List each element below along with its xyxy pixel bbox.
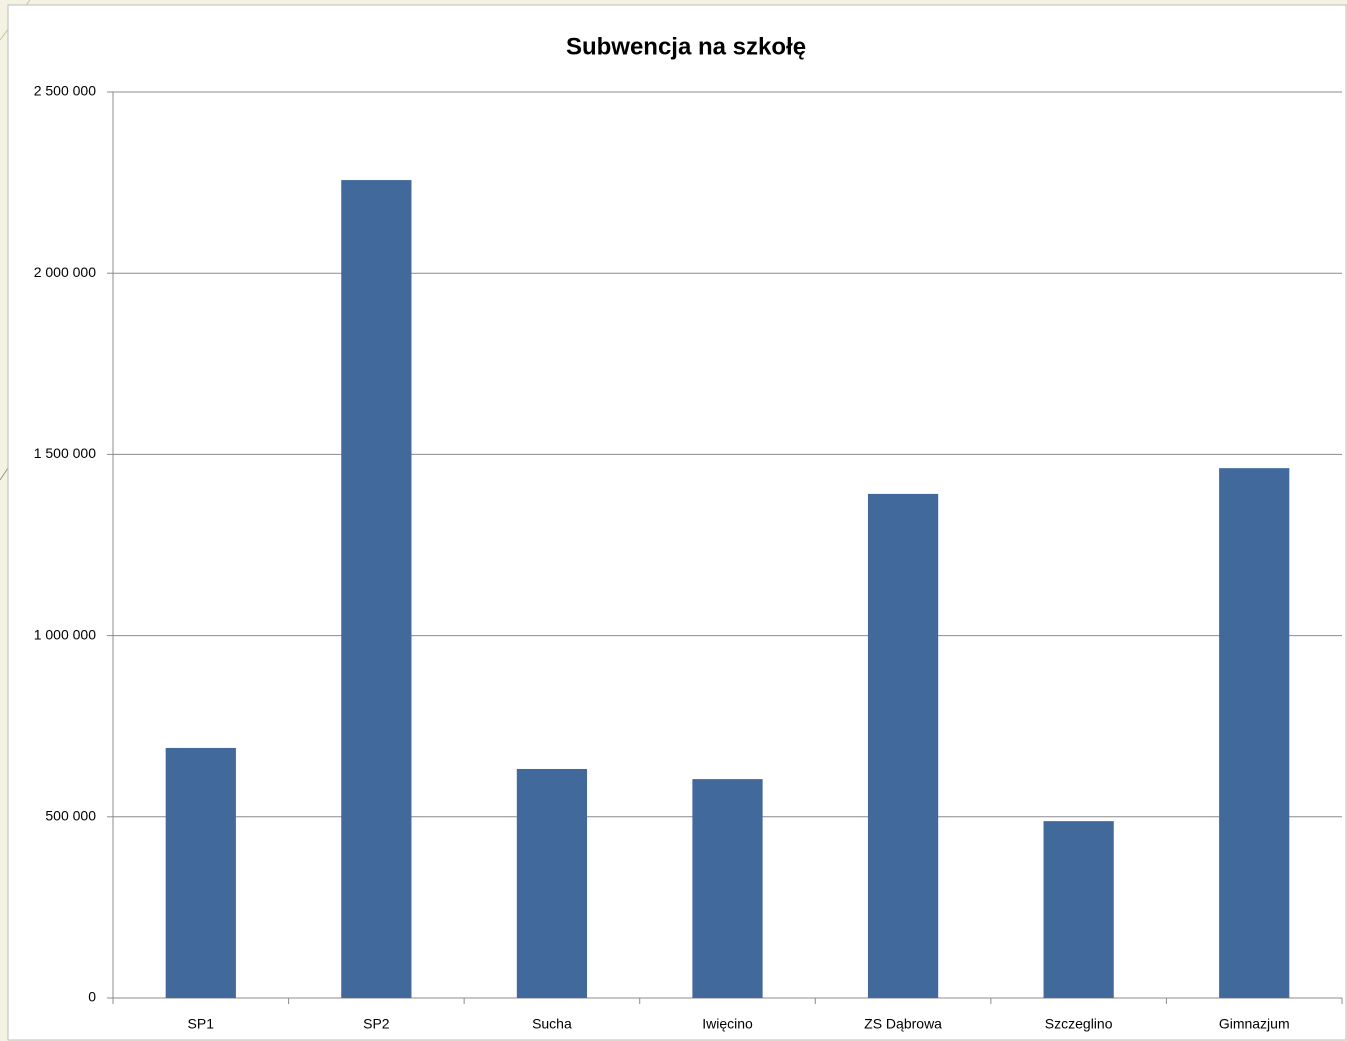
bar — [1219, 468, 1290, 998]
x-tick-label: Iwięcino — [702, 1016, 753, 1032]
x-tick-label: SP2 — [363, 1016, 390, 1032]
x-tick-label: ZS Dąbrowa — [864, 1016, 942, 1032]
bar — [1043, 821, 1114, 998]
bar — [692, 779, 763, 998]
x-tick-label: Sucha — [532, 1016, 572, 1032]
bar — [341, 180, 412, 998]
y-tick-label: 2 000 000 — [34, 264, 96, 280]
y-tick-label: 2 500 000 — [34, 83, 96, 99]
y-tick-label: 0 — [88, 989, 96, 1005]
bar — [165, 747, 236, 998]
bar — [867, 493, 939, 998]
x-tick-label: Szczeglino — [1045, 1016, 1113, 1032]
y-tick-label: 500 000 — [45, 808, 96, 824]
y-tick-label: 1 500 000 — [34, 445, 96, 461]
y-tick-label: 1 000 000 — [34, 626, 96, 642]
bar — [516, 768, 588, 998]
x-tick-label: SP1 — [188, 1016, 215, 1032]
chart-title: Subwencja na szkołę — [566, 33, 806, 60]
x-tick-label: Gimnazjum — [1219, 1016, 1290, 1032]
